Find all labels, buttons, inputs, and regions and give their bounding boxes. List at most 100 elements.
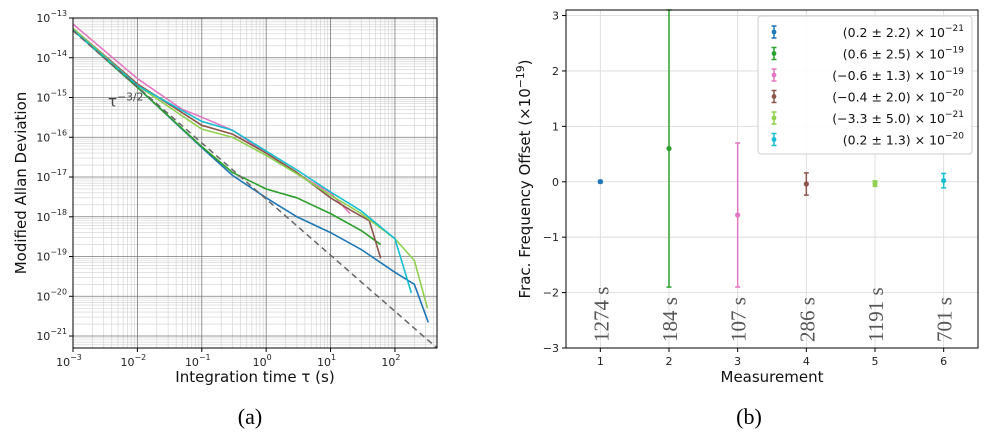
- x-tick-exponent: 1: [331, 353, 336, 362]
- y-tick-label: 3: [552, 10, 559, 23]
- legend-entry-2-base: (0.6 ± 2.5) × 10: [843, 47, 945, 62]
- y-tick-exponent: −19: [50, 248, 67, 257]
- duration-label: 286 s: [795, 297, 819, 342]
- legend-entry-exponent: −21: [945, 110, 964, 120]
- legend-box: [757, 15, 973, 155]
- x-tick-label: 10−1: [185, 353, 211, 369]
- y-tick-label: 10−18: [36, 208, 67, 224]
- y-axis-label-b-main: Frac. Frequency Offset (×10: [516, 88, 534, 298]
- y-tick-exponent: −21: [50, 327, 67, 336]
- data-point-3: [735, 212, 741, 218]
- series-line-5: [72, 27, 429, 309]
- x-tick-label: 10−3: [56, 353, 82, 369]
- x-axis-label-b: Measurement: [721, 368, 824, 386]
- panel-a-label: (a): [238, 404, 262, 429]
- x-tick-label-base: 10: [381, 356, 395, 369]
- x-tick-exponent: 0: [267, 353, 272, 362]
- data-point-2: [666, 145, 672, 152]
- y-tick-label-base: 10: [36, 52, 50, 65]
- panel-b-label: (b): [736, 404, 762, 429]
- y-axis-label-b: Frac. Frequency Offset (×10−19): [514, 60, 534, 299]
- x-tick-label-base: 10: [253, 356, 267, 369]
- legend-entry-5-base: (−3.3 ± 5.0) × 10: [832, 111, 945, 126]
- y-tick-label: 1: [552, 120, 559, 133]
- legend-entry-6: (0.2 ± 1.3) × 10−20: [843, 132, 965, 148]
- legend-entry-3-base: (−0.6 ± 1.3) × 10: [832, 68, 945, 83]
- legend-marker-dot: [771, 94, 777, 99]
- y-tick-label: 10−21: [36, 327, 67, 343]
- data-point-1: [597, 179, 603, 185]
- legend-marker-dot: [771, 115, 777, 121]
- y-tick-label: 10−13: [36, 9, 67, 25]
- legend-marker-dot: [771, 51, 777, 56]
- y-tick-exponent: −20: [50, 287, 67, 296]
- y-tick-label: 0: [552, 176, 559, 189]
- legend-entry-4: (−0.4 ± 2.0) × 10−20: [832, 89, 964, 105]
- y-tick-exponent: −13: [50, 9, 67, 18]
- duration-label: 107 s: [727, 297, 751, 342]
- legend-entry-6-base: (0.2 ± 1.3) × 10: [843, 133, 945, 148]
- y-tick-label-base: 10: [36, 92, 50, 105]
- x-tick-exponent: −2: [135, 353, 147, 362]
- panel-a: 10−3 10−2 10−1 100 101 10210−2110−2010−1910−1…: [12, 9, 438, 386]
- data-point-4: [803, 181, 809, 187]
- legend-entry-exponent: −19: [945, 46, 964, 56]
- y-tick-exponent: −18: [50, 208, 67, 217]
- x-tick-exponent: −3: [70, 353, 82, 362]
- x-tick-label: 100: [253, 353, 272, 369]
- y-tick-label-base: 10: [36, 12, 50, 25]
- slope-annotation-base: τ: [108, 92, 117, 110]
- x-tick-label: 1: [597, 355, 604, 368]
- y-tick-label: 10−19: [36, 248, 67, 264]
- x-tick-label-base: 10: [121, 356, 135, 369]
- x-tick-label: 2: [666, 355, 673, 368]
- legend-entry-1: (0.2 ± 2.2) × 10−21: [843, 24, 964, 40]
- series-line-6: [72, 29, 413, 294]
- y-axis-label-a: Modified Allan Deviation: [12, 92, 30, 275]
- data-point-6: [941, 178, 947, 184]
- legend-marker-dot: [771, 72, 777, 78]
- y-tick-exponent: −16: [50, 128, 67, 137]
- duration-label: 1191 s: [864, 287, 888, 342]
- legend-entry-1-base: (0.2 ± 2.2) × 10: [843, 25, 945, 40]
- duration-label: 701 s: [933, 297, 957, 342]
- legend-marker-dot: [771, 29, 777, 35]
- panel-b: 1 2 3 4 5 6 −3 −2 −1 0 1 2 3 1274 s 184 s 107 s 286 s 119…: [514, 9, 979, 386]
- plot-frame-b: [565, 9, 979, 349]
- reference-slope-line: [72, 30, 438, 349]
- y-axis-label-b-exponent: −19: [514, 65, 527, 88]
- y-tick-label-base: 10: [36, 290, 50, 303]
- x-tick-label: 101: [317, 353, 336, 369]
- legend-entry-exponent: −20: [945, 89, 964, 99]
- data-point-5: [872, 180, 878, 187]
- x-tick-label: 6: [940, 355, 947, 368]
- y-tick-label: 10−20: [36, 287, 67, 303]
- x-tick-label-base: 10: [56, 356, 70, 369]
- y-tick-exponent: −14: [50, 49, 67, 58]
- y-tick-label-base: 10: [36, 211, 50, 224]
- y-tick-label: 2: [552, 65, 559, 78]
- x-tick-exponent: −1: [199, 353, 211, 362]
- y-tick-label: 10−15: [36, 89, 67, 105]
- x-tick-label: 4: [803, 355, 810, 368]
- x-tick-label: 10−2: [121, 353, 147, 369]
- legend-entry-exponent: −19: [945, 67, 964, 77]
- x-axis-label-a: Integration time τ (s): [175, 368, 334, 386]
- slope-annotation: τ−3/2: [108, 90, 143, 110]
- plot-frame-a: [72, 17, 438, 349]
- x-tick-label: 5: [872, 355, 879, 368]
- y-tick-label: 10−16: [36, 128, 67, 144]
- legend-entry-5: (−3.3 ± 5.0) × 10−21: [832, 110, 964, 126]
- y-tick-label: 10−17: [36, 168, 67, 184]
- y-tick-label-base: 10: [36, 171, 50, 184]
- series-line-4: [72, 27, 382, 259]
- y-tick-label-base: 10: [36, 251, 50, 264]
- y-tick-label: −1: [543, 231, 559, 244]
- legend-entry-exponent: −21: [945, 24, 964, 34]
- y-tick-label: −2: [543, 287, 559, 300]
- y-tick-label-base: 10: [36, 131, 50, 144]
- legend-entry-exponent: −20: [945, 132, 964, 142]
- x-tick-exponent: 2: [395, 353, 400, 362]
- y-tick-label: −3: [543, 342, 559, 355]
